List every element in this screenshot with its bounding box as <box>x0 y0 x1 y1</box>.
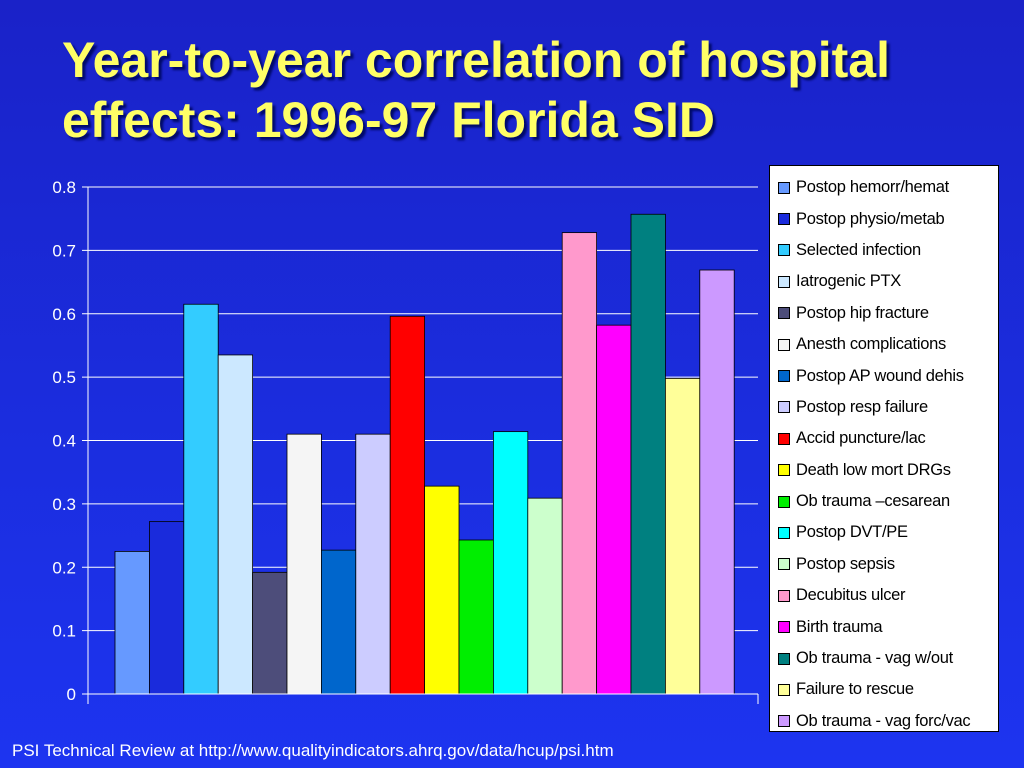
bar-6 <box>286 433 322 695</box>
legend-label: Death low mort DRGs <box>796 460 951 479</box>
legend-label: Postop hip fracture <box>796 303 929 322</box>
bar-9 <box>389 315 426 695</box>
legend-item: Birth trauma <box>770 611 998 642</box>
bar-14 <box>561 232 598 695</box>
legend-swatch <box>778 652 790 665</box>
y-tick-label: 0.7 <box>52 241 76 260</box>
legend-label: Accid puncture/lac <box>796 429 926 448</box>
legend-item: Postop hemorr/hemat <box>770 172 998 203</box>
y-tick-label: 0.6 <box>52 305 76 324</box>
bar-15 <box>596 324 632 695</box>
legend-label: Selected infection <box>796 240 921 259</box>
legend-swatch <box>778 338 790 351</box>
bar-12 <box>492 431 529 695</box>
bar-18 <box>699 269 735 695</box>
legend-label: Birth trauma <box>796 617 883 636</box>
legend-label: Anesth complications <box>796 335 946 354</box>
y-tick-label: 0.5 <box>52 368 76 387</box>
legend-label: Iatrogenic PTX <box>796 272 901 291</box>
legend-swatch <box>778 432 790 445</box>
bar-2 <box>148 521 185 695</box>
legend-item: Failure to rescue <box>770 674 998 705</box>
legend-label: Ob trauma –cesarean <box>796 492 950 511</box>
bar-13 <box>527 497 563 695</box>
legend-label: Postop resp failure <box>796 397 928 416</box>
legend-label: Ob trauma - vag forc/vac <box>796 711 971 730</box>
legend-item: Ob trauma - vag w/out <box>770 643 998 674</box>
legend-item: Postop AP wound dehis <box>770 360 998 391</box>
legend-item: Death low mort DRGs <box>770 455 998 486</box>
legend-swatch <box>778 526 790 539</box>
legend-item: Selected infection <box>770 235 998 266</box>
legend-swatch <box>778 495 790 508</box>
legend-label: Postop hemorr/hemat <box>796 178 949 197</box>
bar-7 <box>320 549 357 695</box>
legend-swatch <box>778 244 790 257</box>
legend-item: Decubitus ulcer <box>770 580 998 611</box>
legend-item: Postop resp failure <box>770 392 998 423</box>
y-tick-label: 0 <box>67 685 76 704</box>
legend-swatch <box>778 370 790 383</box>
y-tick-label: 0.4 <box>52 432 76 451</box>
y-tick-label: 0.2 <box>52 558 76 577</box>
legend-swatch <box>778 464 790 477</box>
axes: 0 0.1 0.2 0.3 0.4 0.5 0.6 0.7 0.8 <box>52 178 759 704</box>
legend-label: Ob trauma - vag w/out <box>796 649 953 668</box>
bar-10 <box>424 485 460 695</box>
legend-swatch <box>778 621 790 634</box>
legend-item: Postop sepsis <box>770 549 998 580</box>
legend-item: Anesth complications <box>770 329 998 360</box>
bar-11 <box>458 539 494 695</box>
legend-label: Postop AP wound dehis <box>796 366 964 385</box>
bar-17 <box>665 377 701 695</box>
legend-label: Postop physio/metab <box>796 209 945 228</box>
legend-swatch <box>778 213 790 226</box>
legend-swatch <box>778 307 790 320</box>
bar-1 <box>114 551 150 695</box>
legend-swatch <box>778 558 790 571</box>
legend-swatch <box>778 401 790 414</box>
legend-swatch <box>778 275 790 288</box>
legend-swatch <box>778 715 790 728</box>
bar-3 <box>183 303 219 695</box>
y-tick-label: 0.3 <box>52 495 76 514</box>
legend-item: Ob trauma - vag forc/vac <box>770 706 998 737</box>
legend-label: Postop sepsis <box>796 554 895 573</box>
legend-item: Postop DVT/PE <box>770 517 998 548</box>
footer-source: PSI Technical Review at http://www.quali… <box>12 741 614 760</box>
legend-label: Postop DVT/PE <box>796 523 908 542</box>
page-title: Year-to-year correlation of hospital eff… <box>62 32 890 148</box>
legend-swatch <box>778 683 790 696</box>
y-tick-label: 0.1 <box>52 622 76 641</box>
legend-label: Failure to rescue <box>796 680 914 699</box>
legend-swatch <box>778 589 790 602</box>
legend-item: Ob trauma –cesarean <box>770 486 998 517</box>
bar-8 <box>355 433 391 695</box>
chart-legend: Postop hemorr/hemat Postop physio/metab Se… <box>769 165 999 732</box>
legend-label: Decubitus ulcer <box>796 586 906 605</box>
bar-16 <box>630 213 666 695</box>
bar-4 <box>217 354 253 695</box>
legend-swatch <box>778 181 790 194</box>
bar-5 <box>252 571 288 695</box>
bars <box>114 213 735 695</box>
legend-item: Accid puncture/lac <box>770 423 998 454</box>
y-tick-label: 0.8 <box>52 178 76 197</box>
legend-item: Postop physio/metab <box>770 203 998 234</box>
legend-item: Postop hip fracture <box>770 298 998 329</box>
legend-item: Iatrogenic PTX <box>770 266 998 297</box>
